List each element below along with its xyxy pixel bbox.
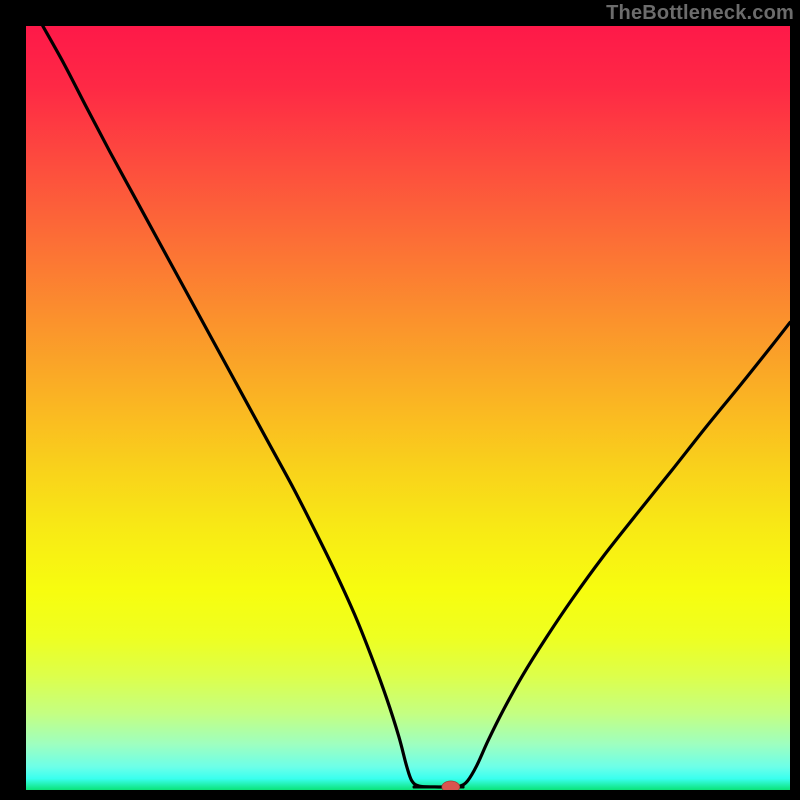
bottleneck-chart: TheBottleneck.com	[0, 0, 800, 800]
bottleneck-curve	[43, 26, 790, 787]
optimal-point-marker	[442, 781, 460, 793]
curve-layer	[0, 0, 800, 800]
attribution-label: TheBottleneck.com	[606, 2, 794, 25]
